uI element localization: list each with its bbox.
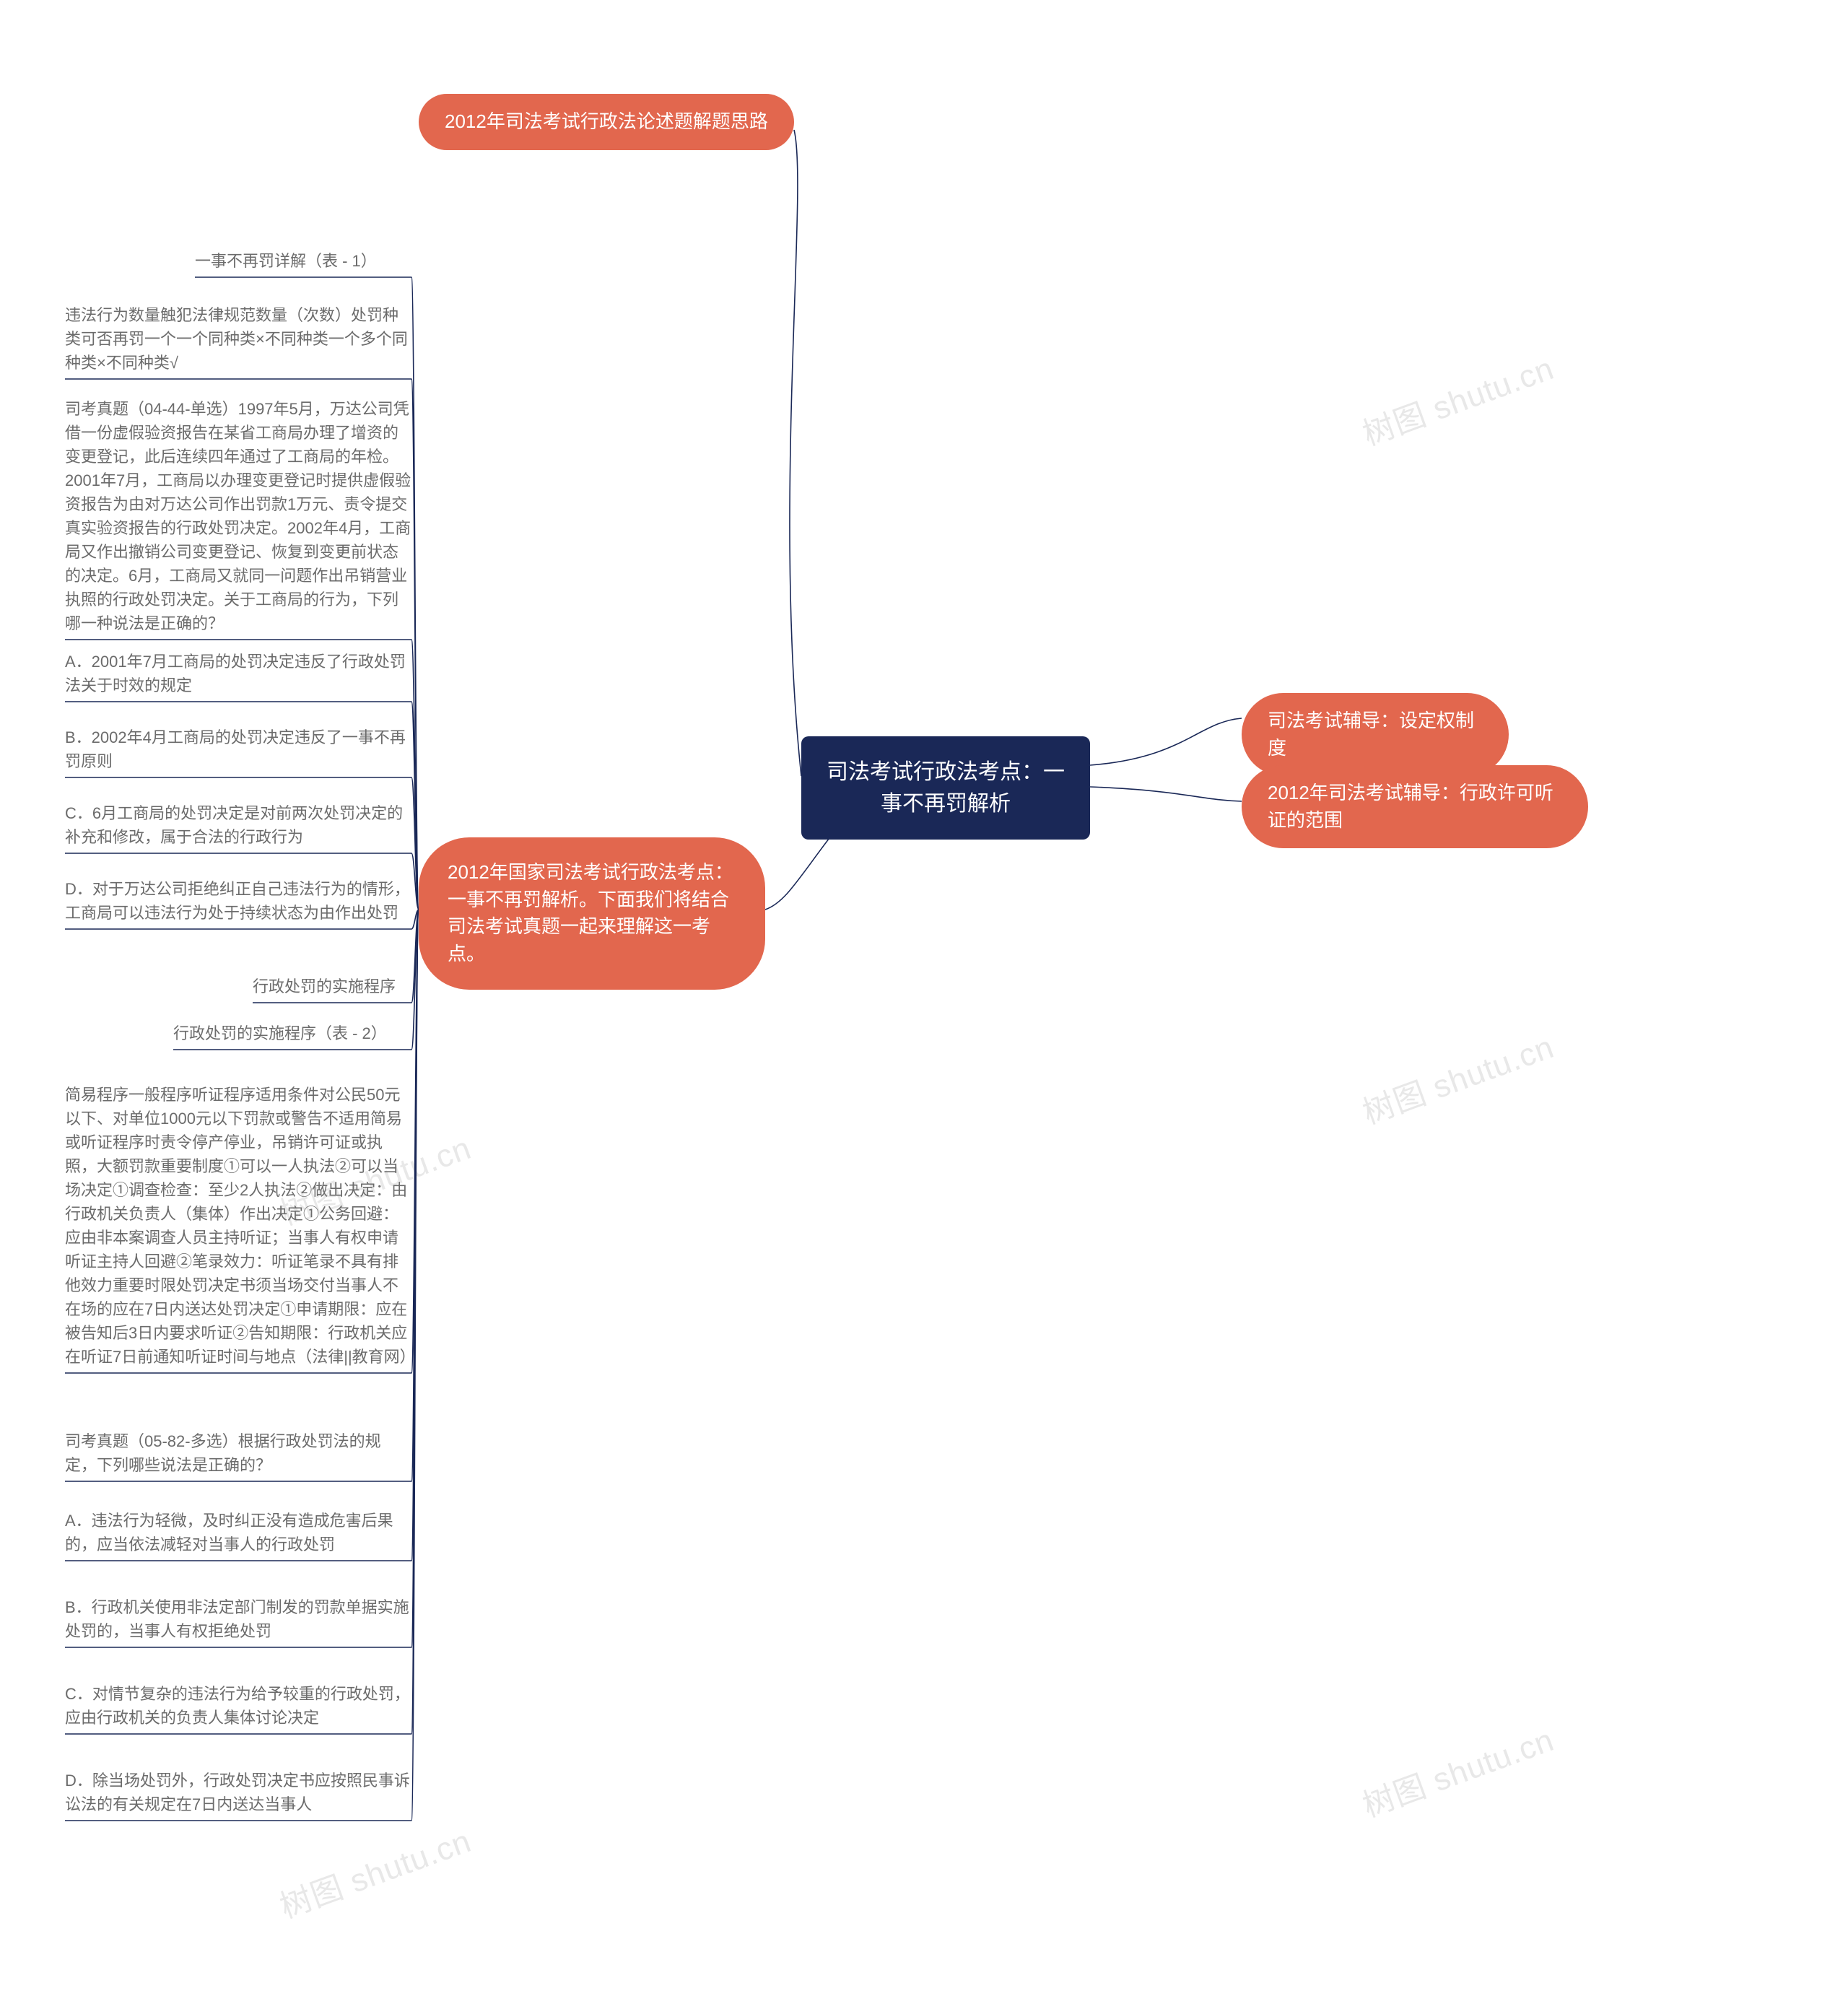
leaf-node: A．违法行为轻微，及时纠正没有造成危害后果的，应当依法减轻对当事人的行政处罚 xyxy=(65,1509,411,1556)
branch-node-text: 2012年司法考试行政法论述题解题思路 xyxy=(445,110,768,132)
leaf-node: D．对于万达公司拒绝纠正自己违法行为的情形，工商局可以违法行为处于持续状态为由作… xyxy=(65,877,411,925)
leaf-text: C．对情节复杂的违法行为给予较重的行政处罚，应由行政机关的负责人集体讨论决定 xyxy=(65,1685,410,1727)
branch-node[interactable]: 2012年国家司法考试行政法考点：一事不再罚解析。下面我们将结合司法考试真题一起… xyxy=(419,837,765,990)
leaf-node: 违法行为数量触犯法律规范数量（次数）处罚种类可否再罚一个一个同种类×不同种类一个… xyxy=(65,303,411,375)
leaf-text: 一事不再罚详解（表 - 1） xyxy=(195,252,377,270)
watermark: 树图 shutu.cn xyxy=(1355,1714,1559,1826)
leaf-text: A．违法行为轻微，及时纠正没有造成危害后果的，应当依法减轻对当事人的行政处罚 xyxy=(65,1512,393,1553)
branch-node[interactable]: 2012年司法考试行政法论述题解题思路 xyxy=(419,94,794,150)
leaf-text: D．对于万达公司拒绝纠正自己违法行为的情形，工商局可以违法行为处于持续状态为由作… xyxy=(65,880,410,922)
watermark: 树图 shutu.cn xyxy=(1355,1021,1559,1133)
branch-node-text: 司法考试辅导：设定权制度 xyxy=(1268,710,1474,759)
leaf-node: A．2001年7月工商局的处罚决定违反了行政处罚法关于时效的规定 xyxy=(65,650,411,697)
leaf-node: 简易程序一般程序听证程序适用条件对公民50元以下、对单位1000元以下罚款或警告… xyxy=(65,1083,411,1369)
leaf-text: 司考真题（05-82-多选）根据行政处罚法的规定，下列哪些说法是正确的？ xyxy=(65,1432,381,1474)
watermark: 树图 shutu.cn xyxy=(272,1815,476,1927)
branch-node[interactable]: 司法考试辅导：设定权制度 xyxy=(1242,693,1509,776)
leaf-text: A．2001年7月工商局的处罚决定违反了行政处罚法关于时效的规定 xyxy=(65,653,406,694)
mindmap-center-node[interactable]: 司法考试行政法考点：一事不再罚解析 xyxy=(801,736,1090,840)
leaf-text: B．行政机关使用非法定部门制发的罚款单据实施处罚的，当事人有权拒绝处罚 xyxy=(65,1598,409,1640)
leaf-text: 行政处罚的实施程序 xyxy=(253,977,396,995)
leaf-text: 简易程序一般程序听证程序适用条件对公民50元以下、对单位1000元以下罚款或警告… xyxy=(65,1086,416,1366)
branch-node[interactable]: 2012年司法考试辅导：行政许可听证的范围 xyxy=(1242,765,1588,848)
leaf-node: 一事不再罚详解（表 - 1） xyxy=(195,249,411,273)
leaf-node: B．行政机关使用非法定部门制发的罚款单据实施处罚的，当事人有权拒绝处罚 xyxy=(65,1595,411,1643)
leaf-node: C．6月工商局的处罚决定是对前两次处罚决定的补充和修改，属于合法的行政行为 xyxy=(65,801,411,849)
branch-node-text: 2012年国家司法考试行政法考点：一事不再罚解析。下面我们将结合司法考试真题一起… xyxy=(448,861,733,964)
leaf-node: B．2002年4月工商局的处罚决定违反了一事不再罚原则 xyxy=(65,725,411,773)
leaf-text: 行政处罚的实施程序（表 - 2） xyxy=(173,1024,387,1042)
branch-node-text: 2012年司法考试辅导：行政许可听证的范围 xyxy=(1268,782,1553,831)
leaf-node: 行政处罚的实施程序 xyxy=(253,975,411,998)
leaf-node: D．除当场处罚外，行政处罚决定书应按照民事诉讼法的有关规定在7日内送达当事人 xyxy=(65,1769,411,1816)
diagram-canvas: 树图 shutu.cn 树图 shutu.cn 树图 shutu.cn 树图 shut… xyxy=(0,0,1848,1996)
center-node-text: 司法考试行政法考点：一事不再罚解析 xyxy=(827,760,1065,816)
leaf-text: B．2002年4月工商局的处罚决定违反了一事不再罚原则 xyxy=(65,728,406,770)
leaf-node: 行政处罚的实施程序（表 - 2） xyxy=(173,1021,411,1045)
leaf-node: C．对情节复杂的违法行为给予较重的行政处罚，应由行政机关的负责人集体讨论决定 xyxy=(65,1682,411,1730)
watermark: 树图 shutu.cn xyxy=(1355,342,1559,454)
leaf-text: C．6月工商局的处罚决定是对前两次处罚决定的补充和修改，属于合法的行政行为 xyxy=(65,804,403,846)
leaf-text: 违法行为数量触犯法律规范数量（次数）处罚种类可否再罚一个一个同种类×不同种类一个… xyxy=(65,306,408,372)
leaf-node: 司考真题（04-44-单选）1997年5月，万达公司凭借一份虚假验资报告在某省工… xyxy=(65,397,411,635)
leaf-node: 司考真题（05-82-多选）根据行政处罚法的规定，下列哪些说法是正确的？ xyxy=(65,1429,411,1477)
leaf-text: 司考真题（04-44-单选）1997年5月，万达公司凭借一份虚假验资报告在某省工… xyxy=(65,400,411,632)
leaf-text: D．除当场处罚外，行政处罚决定书应按照民事诉讼法的有关规定在7日内送达当事人 xyxy=(65,1771,410,1813)
